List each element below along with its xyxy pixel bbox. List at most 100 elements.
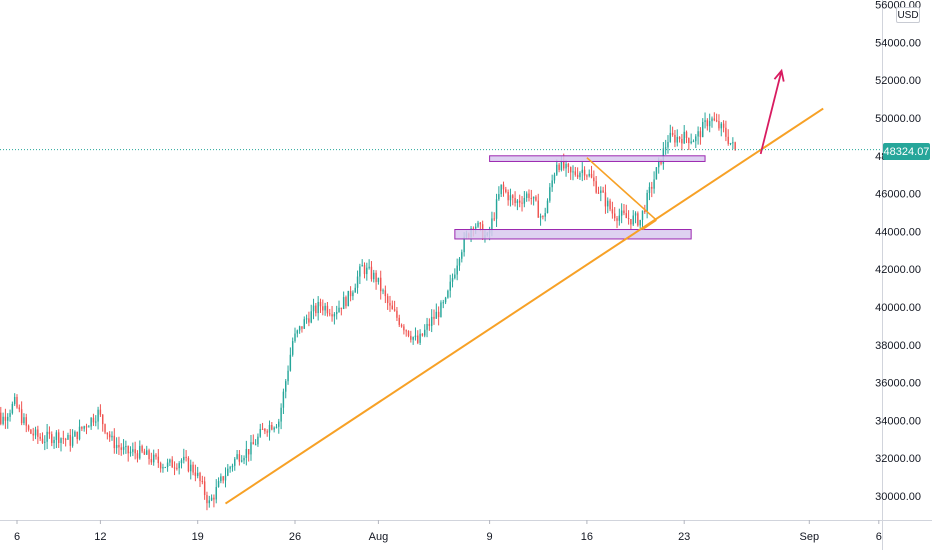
- candle: [528, 189, 530, 202]
- currency-label-box[interactable]: USD: [896, 7, 920, 23]
- candle: [669, 124, 672, 143]
- flag-line-1[interactable]: [586, 157, 657, 221]
- projection-arrow[interactable]: [759, 68, 785, 155]
- candle: [713, 112, 716, 122]
- candle: [553, 172, 556, 184]
- candle: [231, 463, 234, 472]
- candle: [607, 197, 609, 214]
- candle: [220, 473, 222, 484]
- candle: [333, 312, 336, 325]
- candle: [546, 198, 549, 214]
- candle: [444, 296, 447, 305]
- candle: [539, 213, 542, 226]
- candle: [424, 324, 426, 338]
- candle: [618, 208, 621, 226]
- candle: [579, 171, 581, 180]
- candle: [238, 450, 241, 466]
- candle: [595, 176, 597, 194]
- candle: [725, 120, 727, 142]
- candle: [69, 428, 72, 452]
- candle: [16, 394, 18, 409]
- candle: [9, 409, 11, 422]
- candle: [146, 445, 148, 455]
- candle: [190, 459, 192, 480]
- candle: [324, 302, 326, 316]
- candle: [259, 423, 261, 438]
- candle: [586, 174, 588, 180]
- candle: [613, 207, 616, 222]
- y-tick-label: 34000.00: [875, 415, 921, 427]
- candle: [155, 453, 157, 460]
- candle: [435, 303, 438, 319]
- candle: [113, 428, 116, 454]
- candle: [310, 304, 312, 324]
- candle: [477, 220, 479, 228]
- candle: [53, 436, 55, 449]
- candle: [71, 429, 74, 448]
- candle: [366, 262, 368, 281]
- candle: [456, 258, 458, 281]
- candle: [34, 426, 37, 440]
- candle: [308, 311, 310, 327]
- candle: [118, 436, 120, 455]
- candle: [407, 330, 410, 338]
- candle: [4, 408, 7, 429]
- candle: [210, 494, 213, 502]
- candle: [718, 114, 720, 131]
- ascending-trendline[interactable]: [224, 107, 824, 505]
- candle: [514, 191, 516, 207]
- candle: [727, 129, 729, 146]
- candle: [266, 429, 268, 437]
- y-tick-label: 30000.00: [875, 491, 921, 503]
- support-zone-2[interactable]: [454, 229, 692, 240]
- candle: [356, 270, 359, 294]
- candle: [410, 330, 412, 343]
- candle: [572, 165, 574, 181]
- candle: [331, 305, 333, 322]
- candle: [57, 429, 60, 448]
- candle: [141, 444, 143, 454]
- candle: [240, 455, 243, 463]
- candle: [379, 270, 382, 300]
- candle: [417, 330, 419, 345]
- flag-line-2[interactable]: [642, 219, 657, 231]
- candle: [173, 461, 176, 476]
- candle: [152, 449, 155, 466]
- candle: [120, 443, 122, 456]
- candle: [298, 325, 301, 334]
- candle: [289, 347, 292, 372]
- candle: [201, 475, 204, 485]
- candle: [335, 305, 338, 320]
- candle: [530, 189, 533, 205]
- candle: [92, 413, 95, 426]
- candle: [616, 216, 618, 229]
- x-tick-label: 26: [289, 531, 301, 543]
- last-price-value: 48324.07: [883, 145, 930, 158]
- x-tick-label: 23: [678, 531, 690, 543]
- candle: [396, 307, 398, 322]
- candle: [437, 306, 440, 326]
- candle: [340, 307, 343, 316]
- support-zone-1[interactable]: [489, 155, 706, 162]
- candle: [428, 318, 431, 331]
- candle: [384, 285, 387, 304]
- candle: [495, 193, 498, 227]
- candle: [169, 458, 171, 467]
- candle: [85, 423, 88, 435]
- candle: [122, 439, 125, 455]
- candle: [164, 466, 166, 469]
- candle: [78, 419, 81, 441]
- candle: [2, 412, 4, 426]
- plot-layer: [0, 112, 736, 511]
- candle: [551, 174, 553, 192]
- candle: [326, 302, 329, 317]
- candle: [697, 126, 699, 145]
- candle: [229, 465, 231, 473]
- candle: [282, 388, 285, 414]
- candle: [268, 420, 271, 441]
- candle: [101, 414, 104, 432]
- candle: [39, 433, 41, 441]
- candle: [419, 329, 421, 346]
